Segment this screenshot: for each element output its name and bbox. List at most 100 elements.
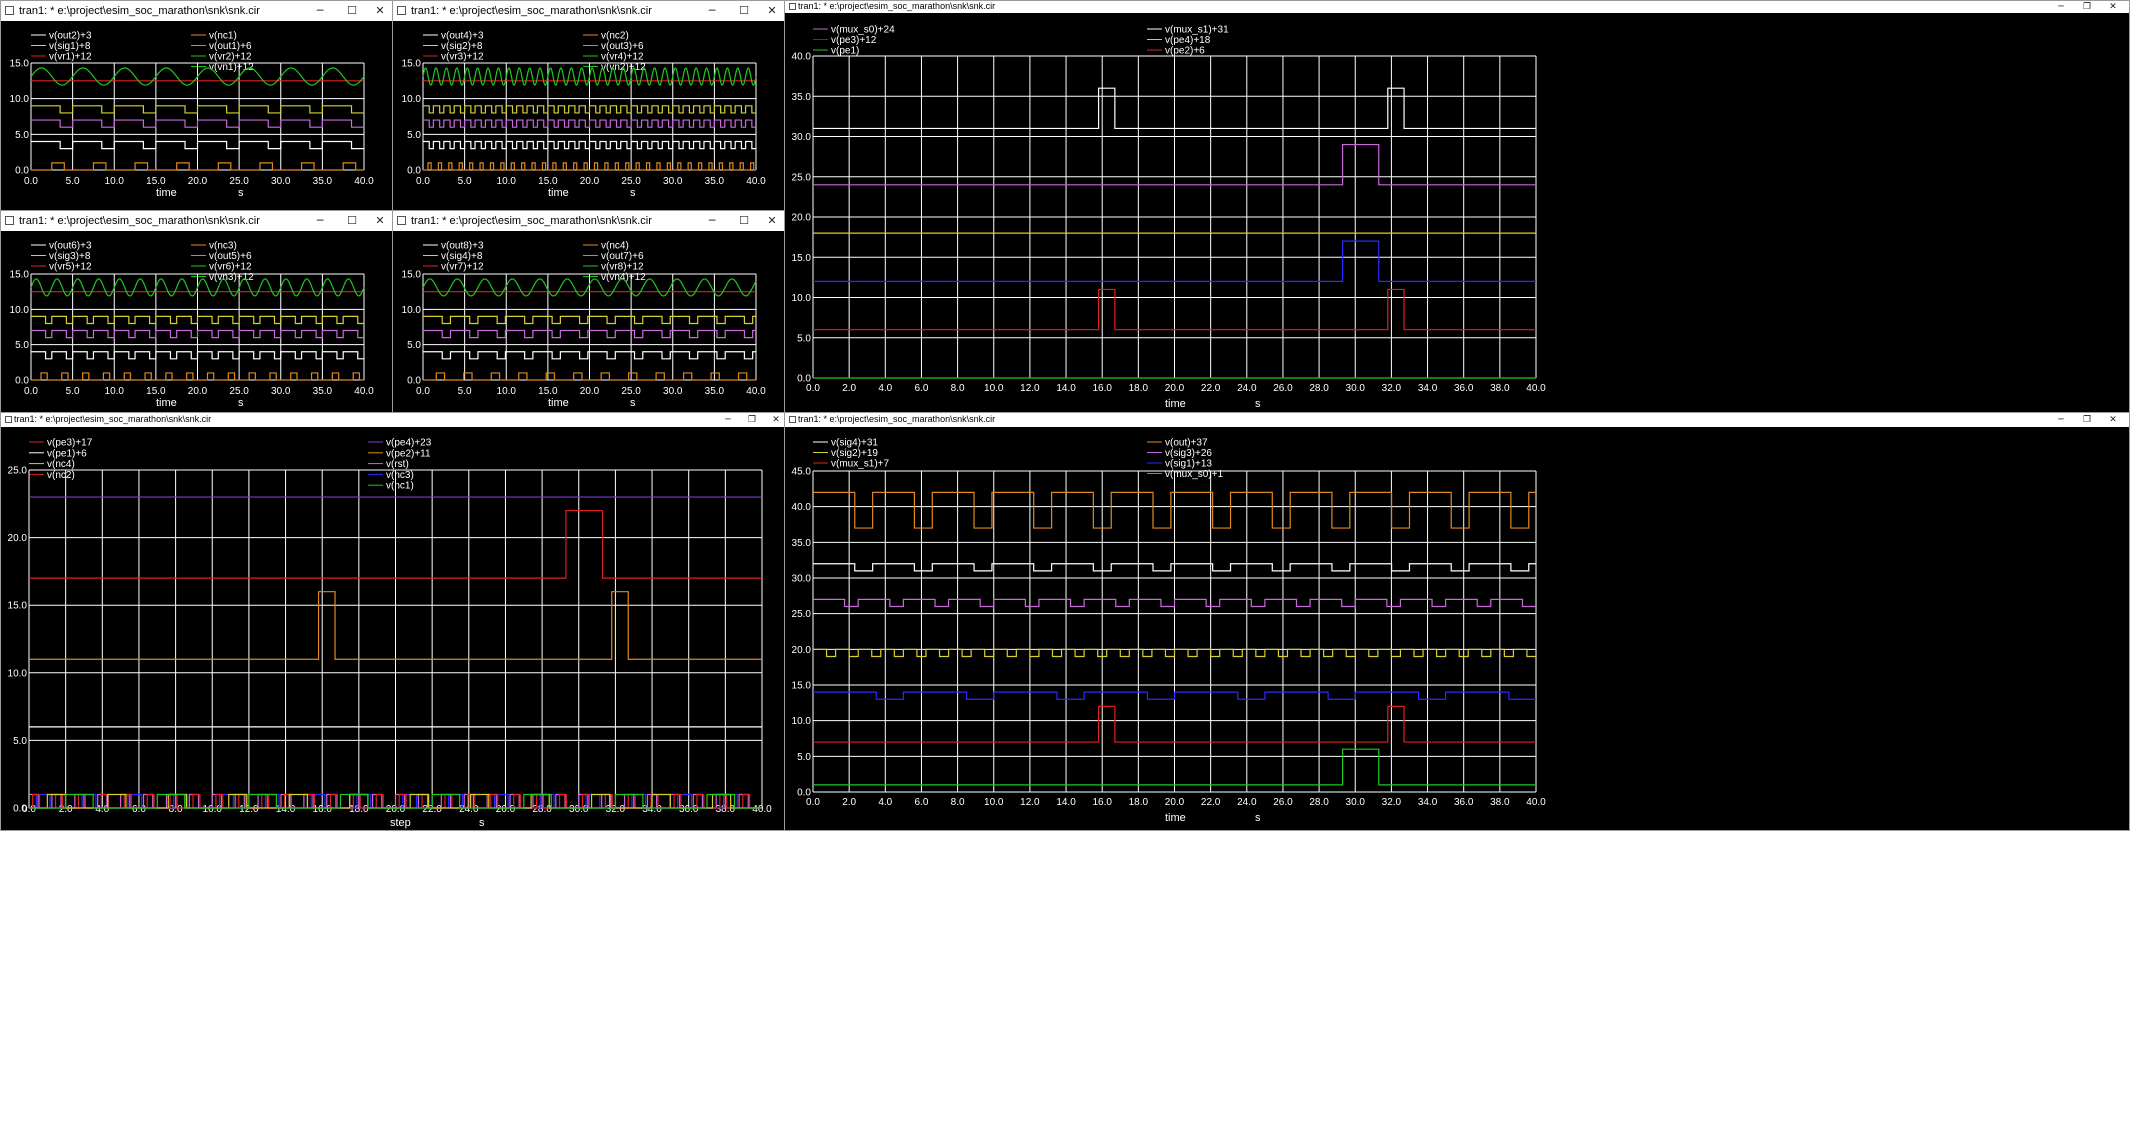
waveform-plot[interactable]: v(out2)+3 v(nc1) v(sig1)+8 v(out1)+6 v(vr1)+… (1, 21, 392, 210)
y-tick-label: 20.0 (792, 645, 812, 656)
x-tick-label: 15.0 (538, 386, 558, 397)
y-tick-label: 10.0 (10, 305, 30, 316)
maximize-button[interactable]: ☐ (347, 214, 357, 227)
waveform-plot[interactable]: v(pe3)+17 v(pe4)+23 v(pe1)+6 v(pe2)+11 v(nc4… (1, 427, 784, 830)
title-bar[interactable]: tran1: * e:\project\esim_soc_marathon\sn… (1, 1, 392, 21)
plot-window-6[interactable]: tran1: * e:\project\esim_soc_marathon\sn… (0, 412, 785, 831)
maximize-button[interactable]: ☐ (739, 4, 749, 17)
legend-label: v(nc4) (601, 241, 629, 252)
x-tick-label: 18.0 (349, 804, 369, 815)
close-button[interactable]: ✕ (767, 214, 777, 227)
legend-label: v(out7)+6 (601, 251, 644, 262)
y-tick-label: 5.0 (15, 340, 29, 351)
plot-area[interactable]: v(out6)+3 v(nc3) v(sig3)+8 v(out5)+6 v(vr5)+… (1, 231, 392, 412)
x-tick-label: 24.0 (459, 804, 479, 815)
legend-label: v(sig2)+19 (831, 448, 878, 459)
plot-window-3[interactable]: tran1: * e:\project\esim_soc_marathon\sn… (0, 210, 393, 413)
minimize-button[interactable]: ─ (316, 4, 324, 17)
y-tick-label: 30.0 (792, 574, 812, 585)
minimize-button[interactable]: ─ (316, 214, 324, 227)
waveform-plot[interactable]: v(out8)+3 v(nc4) v(sig4)+8 v(out7)+6 v(vr7)+… (393, 231, 784, 412)
y-tick-label: 10.0 (8, 668, 28, 679)
trace-v-out1-6 (31, 119, 364, 128)
x-tick-label: 26.0 (1273, 383, 1293, 394)
plot-window-2[interactable]: tran1: * e:\project\esim_soc_marathon\sn… (392, 0, 785, 211)
plot-area[interactable]: v(out8)+3 v(nc4) v(sig4)+8 v(out7)+6 v(vr7)+… (393, 231, 784, 412)
maximize-button[interactable]: ☐ (739, 214, 749, 227)
close-button[interactable]: ✕ (2109, 415, 2117, 425)
minimize-button[interactable]: ─ (2058, 415, 2064, 425)
plot-window-1[interactable]: tran1: * e:\project\esim_soc_marathon\sn… (0, 0, 393, 211)
minimize-button[interactable]: ─ (725, 415, 731, 425)
maximize-button[interactable]: ❐ (2082, 415, 2092, 425)
plot-window-5[interactable]: tran1: * e:\project\esim_soc_marathon\sn… (784, 0, 2130, 413)
title-bar[interactable]: tran1: * e:\project\esim_soc_marathon\sn… (393, 211, 784, 231)
legend-label: v(out5)+6 (209, 251, 252, 262)
close-button[interactable]: ✕ (375, 4, 385, 17)
trace-v-mux-s1-7 (813, 705, 1536, 743)
plot-window-7[interactable]: tran1: * e:\project\esim_soc_marathon\sn… (784, 412, 2130, 831)
legend-label: v(vr3)+12 (441, 52, 484, 63)
legend-label: v(pe4)+23 (386, 438, 432, 449)
y-tick-label: 25.0 (792, 172, 812, 183)
x-tick-label: 20.0 (580, 386, 600, 397)
close-button[interactable]: ✕ (767, 4, 777, 17)
title-bar[interactable]: tran1: * e:\project\esim_soc_marathon\sn… (785, 413, 2129, 427)
title-bar[interactable]: tran1: * e:\project\esim_soc_marathon\sn… (393, 1, 784, 21)
plot-area[interactable]: v(mux_s0)+24 v(mux_s1)+31 v(pe3)+12 v(pe4)+… (785, 13, 2129, 412)
legend-label: v(sig1)+8 (49, 41, 91, 52)
waveform-plot[interactable]: v(sig4)+31 v(out)+37v(sig2)+19 v(sig3)+26v… (785, 427, 2129, 830)
x-tick-label: 10.0 (203, 804, 223, 815)
legend-label: v(nc3) (209, 241, 237, 252)
minimize-button[interactable]: ─ (708, 4, 716, 17)
trace-v-out7-6 (423, 329, 756, 339)
legend-label: v(mux_s0)+1 (1165, 469, 1224, 480)
y-tick-label: 15.0 (8, 601, 28, 612)
close-button[interactable]: ✕ (772, 415, 780, 425)
x-axis-unit: s (238, 397, 244, 409)
plot-area[interactable]: v(pe3)+17 v(pe4)+23 v(pe1)+6 v(pe2)+11 v(nc4… (1, 427, 784, 830)
plot-window-4[interactable]: tran1: * e:\project\esim_soc_marathon\sn… (392, 210, 785, 413)
x-axis-unit: s (479, 817, 485, 829)
legend-label: v(sig3)+26 (1165, 448, 1212, 459)
plot-area[interactable]: v(sig4)+31 v(out)+37 v(sig2)+19 v(sig3)+26 v… (785, 427, 2129, 830)
waveform-plot[interactable]: v(out6)+3 v(nc3) v(sig3)+8 v(out5)+6 v(vr5)+… (1, 231, 392, 412)
window-title: tran1: * e:\project\esim_soc_marathon\sn… (19, 5, 260, 17)
trace-v-pe2-11 (29, 591, 762, 660)
plot-area[interactable]: v(out4)+3 v(nc2) v(sig2)+8 v(out3)+6 v(vr3)+… (393, 21, 784, 210)
x-axis-unit: s (630, 187, 636, 199)
trace-v-pe2-6 (813, 288, 1536, 331)
x-tick-label: 30.0 (1346, 797, 1366, 808)
legend-label: v(sig4)+31 (831, 438, 878, 449)
waveform-plot[interactable]: v(mux_s0)+24 v(mux_s1)+31 v(pe3)+12 v(pe4)+… (785, 13, 2129, 412)
y-tick-label: 25.0 (8, 466, 28, 477)
title-bar[interactable]: tran1: * e:\project\esim_soc_marathon\sn… (785, 1, 2129, 13)
x-tick-label: 38.0 (716, 804, 736, 815)
app-icon (397, 6, 406, 15)
x-tick-label: 10.0 (105, 176, 125, 187)
title-bar[interactable]: tran1: * e:\project\esim_soc_marathon\sn… (1, 413, 784, 427)
trace-v-nc1 (29, 793, 762, 809)
x-tick-label: 16.0 (1092, 383, 1112, 394)
trace-v-out2-3 (31, 140, 364, 150)
x-tick-label: 0.0 (24, 176, 38, 187)
waveform-plot[interactable]: v(out4)+3 v(nc2) v(sig2)+8 v(out3)+6 v(vr3)+… (393, 21, 784, 210)
legend-label: v(out1)+6 (209, 41, 252, 52)
maximize-button[interactable]: ❐ (747, 415, 757, 425)
trace-v-out5-6 (31, 329, 364, 339)
maximize-button[interactable]: ❐ (2082, 2, 2092, 12)
minimize-button[interactable]: ─ (708, 214, 716, 227)
trace-v-nc4 (423, 372, 756, 381)
legend-label: v(nc3) (386, 470, 414, 481)
minimize-button[interactable]: ─ (2058, 2, 2064, 12)
x-axis-label: time (548, 397, 569, 409)
x-tick-label: 35.0 (705, 386, 725, 397)
title-bar[interactable]: tran1: * e:\project\esim_soc_marathon\sn… (1, 211, 392, 231)
y-tick-label: 20.0 (8, 533, 28, 544)
close-button[interactable]: ✕ (2109, 2, 2117, 12)
window-title: tran1: * e:\project\esim_soc_marathon\sn… (411, 215, 652, 227)
x-tick-label: 20.0 (1165, 797, 1185, 808)
maximize-button[interactable]: ☐ (347, 4, 357, 17)
plot-area[interactable]: v(out2)+3 v(nc1) v(sig1)+8 v(out1)+6 v(vr1)+… (1, 21, 392, 210)
close-button[interactable]: ✕ (375, 214, 385, 227)
